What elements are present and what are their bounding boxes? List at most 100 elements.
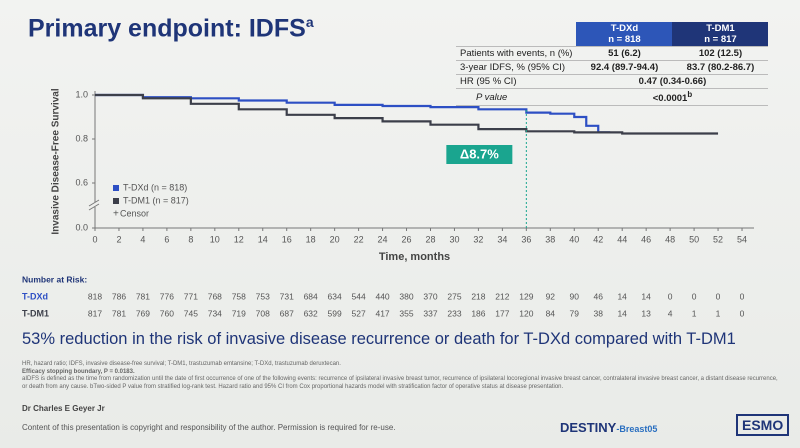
risk-value: 0 [716, 291, 721, 301]
x-tick-label: 24 [378, 234, 388, 244]
risk-value: 90 [570, 291, 580, 301]
x-tick-label: 18 [306, 234, 316, 244]
censor-symbol: + [113, 209, 119, 220]
p-superscript: b [687, 90, 693, 99]
header-cell: T-DXd n = 818 [576, 22, 673, 47]
axis-break [89, 202, 101, 207]
y-tick-label: 0.8 [75, 133, 88, 143]
legend-label: T-DXd (n = 818) [123, 182, 187, 192]
risk-value: 218 [471, 291, 485, 301]
footnotes: HR, hazard ratio; IDFS, invasive disease… [22, 361, 782, 391]
x-tick-label: 20 [330, 234, 340, 244]
risk-value: 687 [280, 308, 294, 318]
risk-value: 0 [740, 308, 745, 318]
risk-value: 13 [641, 308, 651, 318]
risk-value: 719 [232, 308, 246, 318]
survival-curve [95, 93, 719, 135]
x-tick-label: 42 [593, 234, 603, 244]
risk-value: 4 [668, 308, 673, 318]
risk-value: 380 [399, 291, 413, 301]
legend-label: T-DM1 (n = 817) [123, 195, 189, 205]
risk-value: 46 [594, 291, 604, 301]
x-tick-label: 16 [282, 234, 292, 244]
conclusion: 53% reduction in the risk of invasive di… [22, 330, 736, 348]
x-tick-label: 50 [689, 234, 699, 244]
x-tick-label: 22 [354, 234, 364, 244]
cell: 102 (12.5) [672, 46, 769, 61]
arm: T-DM1 [706, 23, 735, 34]
trial-name: DESTINY [560, 420, 617, 435]
x-tick-label: 30 [449, 234, 459, 244]
risk-value: 177 [495, 308, 509, 318]
x-tick-label: 48 [665, 234, 675, 244]
risk-value: 417 [375, 308, 389, 318]
risk-value: 745 [184, 308, 198, 318]
arm-n: n = 817 [704, 34, 737, 45]
risk-value: 760 [160, 308, 174, 318]
risk-value: 599 [328, 308, 342, 318]
axis-break-mark [88, 203, 100, 211]
x-tick-label: 2 [116, 234, 121, 244]
x-tick-label: 14 [258, 234, 268, 244]
risk-value: 769 [136, 308, 150, 318]
x-tick-label: 40 [569, 234, 579, 244]
x-tick-label: 26 [402, 234, 412, 244]
risk-value: 734 [208, 308, 222, 318]
risk-value: 776 [160, 291, 174, 301]
axis-break-mark [88, 199, 100, 207]
presenter: Dr Charles E Geyer Jr [22, 404, 105, 413]
x-tick-label: 32 [473, 234, 483, 244]
risk-value: 0 [668, 291, 673, 301]
risk-value: 14 [617, 291, 627, 301]
legend-label: Censor [120, 208, 149, 218]
risk-value: 1 [692, 308, 697, 318]
survival-curve [95, 93, 611, 134]
risk-value: 781 [112, 308, 126, 318]
risk-value: 527 [352, 308, 366, 318]
risk-value: 544 [352, 291, 366, 301]
p-value: <0.0001 [652, 93, 688, 105]
x-tick-label: 44 [617, 234, 627, 244]
risk-value: 768 [208, 291, 222, 301]
legend-swatch [113, 198, 119, 204]
x-tick-label: 38 [545, 234, 555, 244]
risk-value: 120 [519, 308, 533, 318]
km-chart: 0.00.60.81.00 2 4 6 8 10 12 14 16 18 20 22 24 26 28 30 3… [22, 88, 754, 318]
risk-value: 731 [280, 291, 294, 301]
cell: 83.7 (80.2-86.7) [672, 60, 769, 75]
row-label: Patients with events, n (%) [456, 46, 577, 61]
header-cell: T-DM1 n = 817 [672, 22, 769, 47]
arm: T-DXd [610, 23, 639, 34]
risk-value: 818 [88, 291, 102, 301]
x-tick-label: 12 [234, 234, 244, 244]
row-label: P value [456, 88, 577, 107]
risk-row-label: T-DM1 [22, 308, 49, 318]
legend-swatch [113, 185, 119, 191]
cell: 51 (6.2) [576, 46, 673, 61]
x-tick-label: 6 [164, 234, 169, 244]
risk-value: 79 [570, 308, 580, 318]
x-tick-label: 4 [140, 234, 145, 244]
risk-value: 632 [304, 308, 318, 318]
risk-value: 1 [716, 308, 721, 318]
risk-value: 817 [88, 308, 102, 318]
risk-row-label: T-DXd [22, 291, 48, 301]
risk-value: 781 [136, 291, 150, 301]
row-label: HR (95 % CI) [456, 74, 577, 89]
risk-value: 634 [328, 291, 342, 301]
copyright: Content of this presentation is copyrigh… [22, 423, 396, 432]
risk-value: 370 [423, 291, 437, 301]
x-tick-label: 52 [713, 234, 723, 244]
slide-title: Primary endpoint: IDFSa [28, 14, 314, 43]
annotation-label: Δ8.7% [460, 146, 499, 161]
boundary: Efficacy stopping boundary, P = 0.0183. [22, 368, 135, 375]
risk-value: 684 [304, 291, 318, 301]
risk-value: 38 [594, 308, 604, 318]
y-axis-label: Invasive Disease-Free Survival [51, 88, 62, 234]
risk-value: 275 [447, 291, 461, 301]
risk-value: 84 [546, 308, 556, 318]
risk-value: 708 [256, 308, 270, 318]
risk-value: 186 [471, 308, 485, 318]
x-tick-label: 10 [210, 234, 220, 244]
society-logo: ESMO [736, 414, 790, 436]
